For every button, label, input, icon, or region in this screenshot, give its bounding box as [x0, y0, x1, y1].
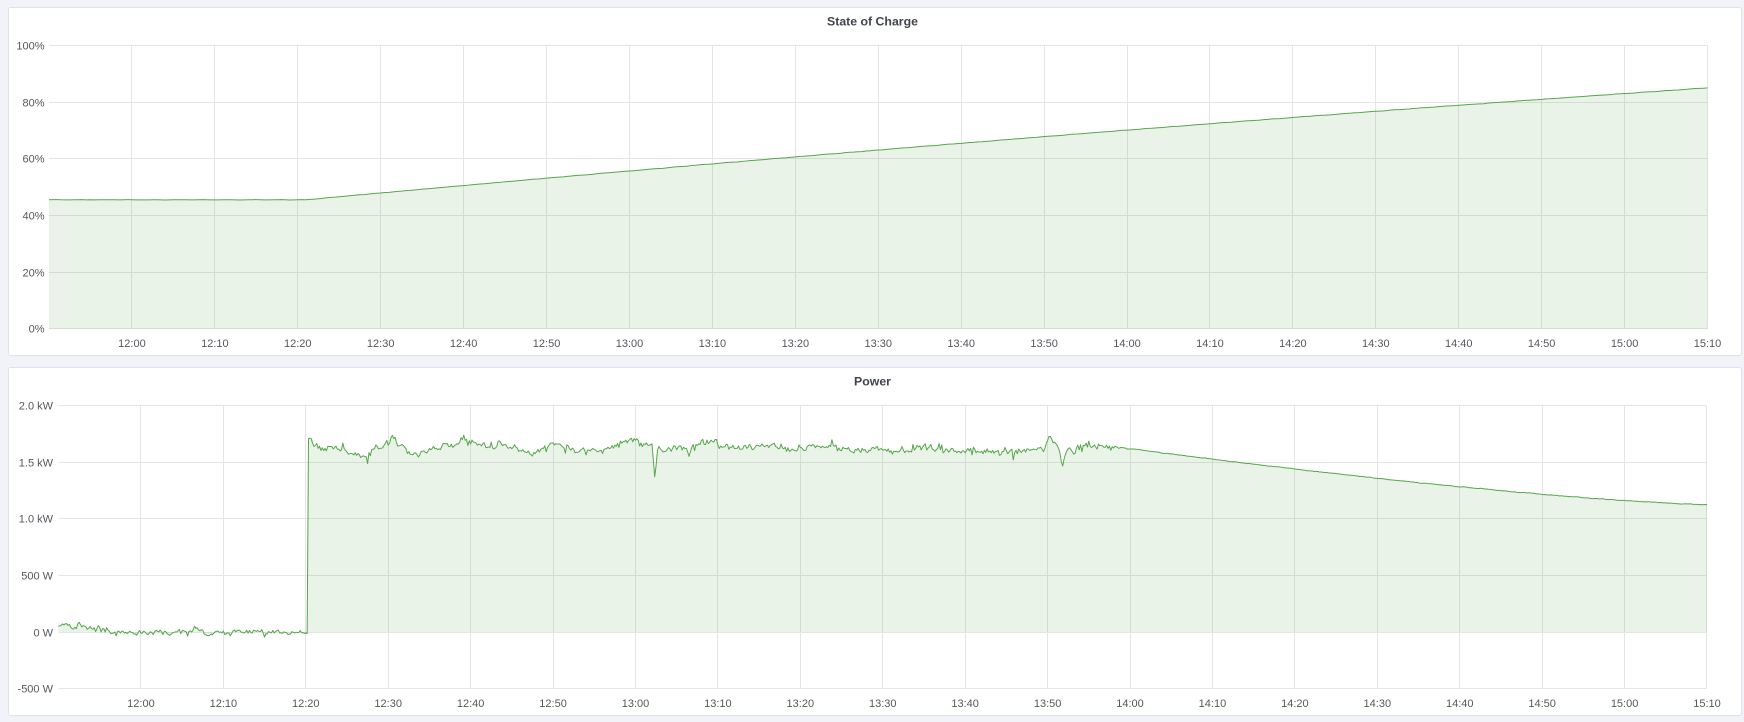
svg-text:13:40: 13:40 — [951, 698, 979, 710]
svg-text:14:10: 14:10 — [1196, 338, 1224, 350]
svg-text:13:30: 13:30 — [869, 698, 897, 710]
svg-text:500 W: 500 W — [21, 570, 53, 582]
svg-text:14:00: 14:00 — [1113, 338, 1141, 350]
svg-text:14:20: 14:20 — [1281, 698, 1309, 710]
svg-text:13:10: 13:10 — [704, 698, 732, 710]
svg-text:14:50: 14:50 — [1528, 338, 1556, 350]
svg-text:12:10: 12:10 — [210, 698, 238, 710]
svg-text:15:10: 15:10 — [1694, 338, 1722, 350]
svg-text:14:00: 14:00 — [1116, 698, 1144, 710]
svg-text:1.0 kW: 1.0 kW — [19, 513, 54, 525]
svg-text:12:40: 12:40 — [457, 698, 485, 710]
svg-text:14:20: 14:20 — [1279, 338, 1307, 350]
svg-text:12:20: 12:20 — [284, 338, 312, 350]
svg-text:13:30: 13:30 — [864, 338, 892, 350]
svg-text:-500 W: -500 W — [18, 683, 54, 695]
svg-text:12:40: 12:40 — [450, 338, 478, 350]
svg-text:14:30: 14:30 — [1364, 698, 1392, 710]
svg-text:14:40: 14:40 — [1446, 698, 1474, 710]
svg-text:0%: 0% — [29, 323, 45, 335]
svg-text:13:20: 13:20 — [787, 698, 815, 710]
svg-text:State of Charge: State of Charge — [827, 14, 918, 28]
svg-text:13:00: 13:00 — [616, 338, 644, 350]
svg-text:12:00: 12:00 — [118, 338, 146, 350]
svg-text:15:10: 15:10 — [1693, 698, 1721, 710]
svg-text:12:00: 12:00 — [127, 698, 155, 710]
svg-text:40%: 40% — [22, 210, 44, 222]
svg-text:100%: 100% — [16, 40, 44, 52]
svg-text:Power: Power — [854, 374, 891, 388]
svg-text:20%: 20% — [22, 267, 44, 279]
svg-text:12:10: 12:10 — [201, 338, 229, 350]
svg-text:1.5 kW: 1.5 kW — [19, 457, 54, 469]
svg-text:13:50: 13:50 — [1030, 338, 1058, 350]
svg-text:13:50: 13:50 — [1034, 698, 1062, 710]
svg-text:13:20: 13:20 — [782, 338, 810, 350]
svg-text:14:10: 14:10 — [1199, 698, 1227, 710]
svg-text:15:00: 15:00 — [1611, 338, 1639, 350]
svg-text:2.0 kW: 2.0 kW — [19, 400, 54, 412]
svg-text:13:40: 13:40 — [947, 338, 975, 350]
svg-text:0 W: 0 W — [33, 627, 53, 639]
svg-text:60%: 60% — [22, 153, 44, 165]
svg-text:14:40: 14:40 — [1445, 338, 1473, 350]
svg-text:12:50: 12:50 — [533, 338, 561, 350]
svg-text:12:50: 12:50 — [539, 698, 567, 710]
svg-text:12:30: 12:30 — [367, 338, 395, 350]
svg-text:13:10: 13:10 — [699, 338, 727, 350]
svg-text:13:00: 13:00 — [622, 698, 650, 710]
svg-text:14:30: 14:30 — [1362, 338, 1390, 350]
svg-text:12:20: 12:20 — [292, 698, 320, 710]
svg-text:14:50: 14:50 — [1528, 698, 1556, 710]
svg-text:80%: 80% — [22, 97, 44, 109]
svg-text:15:00: 15:00 — [1611, 698, 1639, 710]
svg-text:12:30: 12:30 — [374, 698, 402, 710]
